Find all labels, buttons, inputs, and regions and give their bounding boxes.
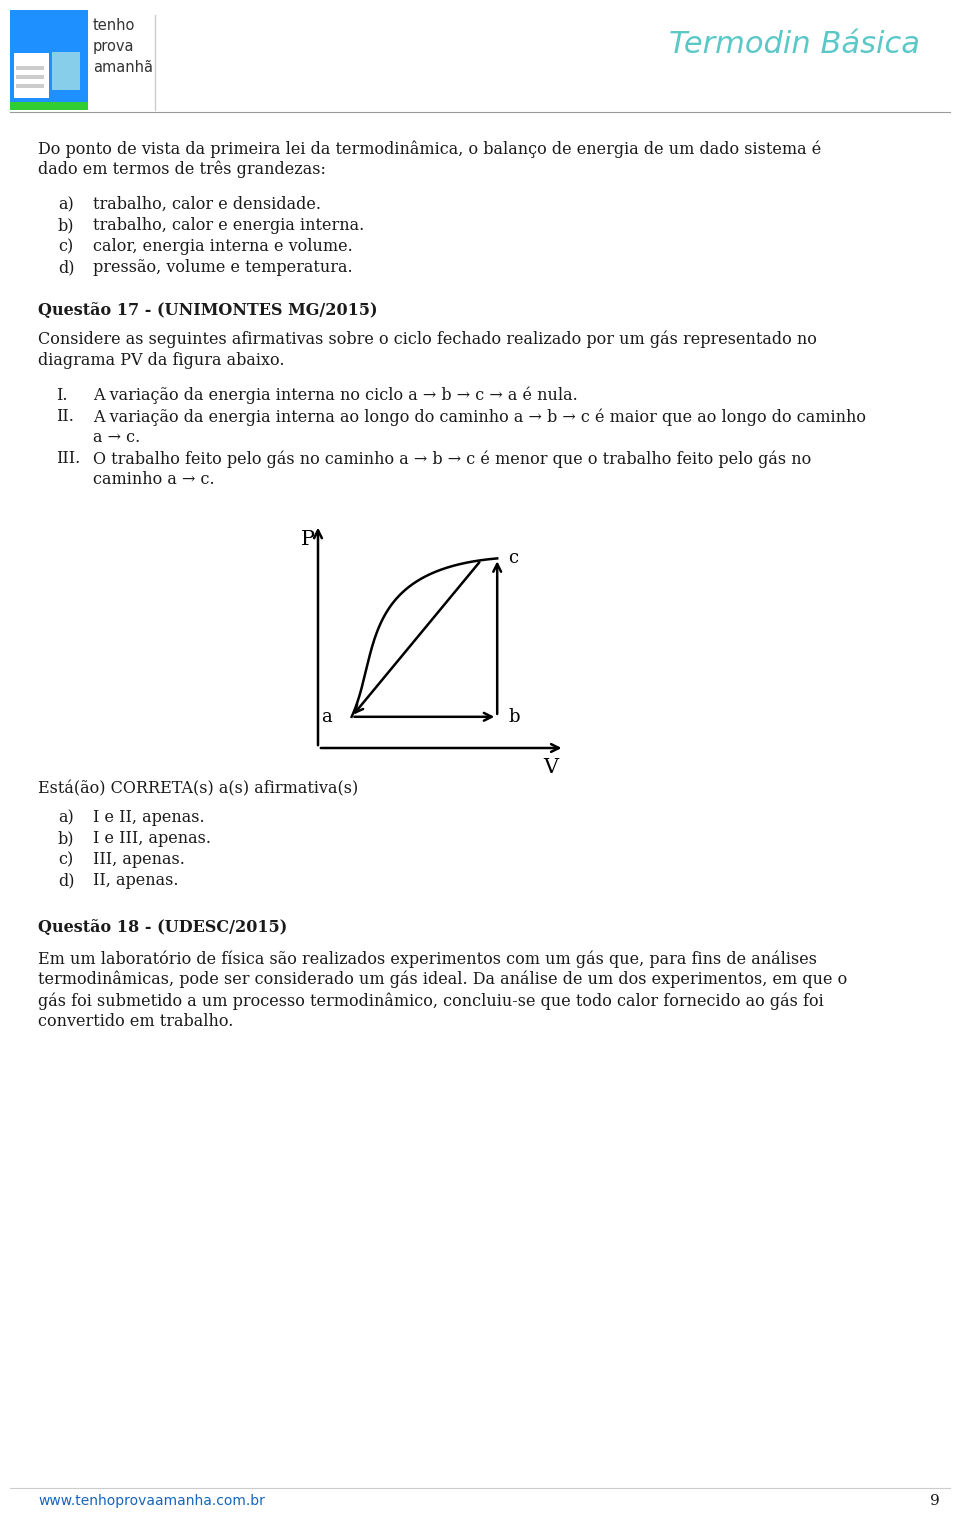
Text: trabalho, calor e energia interna.: trabalho, calor e energia interna. [93,217,364,233]
Text: V: V [543,758,559,776]
FancyBboxPatch shape [16,67,44,70]
Text: III.: III. [56,450,81,467]
Text: trabalho, calor e densidade.: trabalho, calor e densidade. [93,196,321,214]
FancyBboxPatch shape [10,11,88,105]
Text: b): b) [58,217,75,233]
FancyBboxPatch shape [10,102,88,111]
FancyBboxPatch shape [14,53,49,99]
Text: a): a) [58,196,74,214]
FancyBboxPatch shape [52,52,80,89]
Text: gás foi submetido a um processo termodinâmico, concluiu-se que todo calor fornec: gás foi submetido a um processo termodin… [38,991,824,1010]
Text: II.: II. [56,408,74,424]
Text: A variação da energia interna no ciclo a → b → c → a é nula.: A variação da energia interna no ciclo a… [93,387,578,405]
Text: I.: I. [56,387,67,403]
Text: Questão 18 - (UDESC/2015): Questão 18 - (UDESC/2015) [38,919,287,935]
Text: a: a [322,708,332,726]
Text: Do ponto de vista da primeira lei da termodinâmica, o balanço de energia de um d: Do ponto de vista da primeira lei da ter… [38,139,821,158]
Text: pressão, volume e temperatura.: pressão, volume e temperatura. [93,259,352,276]
FancyBboxPatch shape [16,83,44,88]
Text: Está(ão) CORRETA(s) a(s) afirmativa(s): Está(ão) CORRETA(s) a(s) afirmativa(s) [38,781,358,797]
Text: convertido em trabalho.: convertido em trabalho. [38,1013,233,1029]
Text: termodinâmicas, pode ser considerado um gás ideal. Da análise de um dos experime: termodinâmicas, pode ser considerado um … [38,972,848,988]
Text: a → c.: a → c. [93,429,140,446]
Text: calor, energia interna e volume.: calor, energia interna e volume. [93,238,352,255]
Text: diagrama PV da figura abaixo.: diagrama PV da figura abaixo. [38,352,284,368]
Text: I e III, apenas.: I e III, apenas. [93,829,211,847]
Text: Termodin Básica: Termodin Básica [669,30,920,59]
Text: dado em termos de três grandezas:: dado em termos de três grandezas: [38,161,325,179]
Text: III, apenas.: III, apenas. [93,850,185,869]
Text: a): a) [58,810,74,826]
Text: A variação da energia interna ao longo do caminho a → b → c é maior que ao longo: A variação da energia interna ao longo d… [93,408,866,426]
Text: caminho a → c.: caminho a → c. [93,471,215,488]
Text: c: c [509,549,518,567]
Text: P: P [301,529,315,549]
Text: d): d) [58,259,75,276]
Text: c): c) [58,850,73,869]
Text: Considere as seguintes afirmativas sobre o ciclo fechado realizado por um gás re: Considere as seguintes afirmativas sobre… [38,330,817,349]
Text: b): b) [58,829,75,847]
Text: d): d) [58,872,75,888]
Text: tenho
prova
amanhã: tenho prova amanhã [93,18,153,74]
Text: II, apenas.: II, apenas. [93,872,179,888]
FancyBboxPatch shape [16,74,44,79]
Text: 9: 9 [930,1493,940,1508]
Text: O trabalho feito pelo gás no caminho a → b → c é menor que o trabalho feito pelo: O trabalho feito pelo gás no caminho a →… [93,450,811,467]
Text: c): c) [58,238,73,255]
Text: www.tenhoprovaamanha.com.br: www.tenhoprovaamanha.com.br [38,1493,265,1508]
Text: I e II, apenas.: I e II, apenas. [93,810,204,826]
Text: Em um laboratório de física são realizados experimentos com um gás que, para fin: Em um laboratório de física são realizad… [38,951,817,967]
Text: b: b [509,708,520,726]
Text: Questão 17 - (UNIMONTES MG/2015): Questão 17 - (UNIMONTES MG/2015) [38,302,377,318]
